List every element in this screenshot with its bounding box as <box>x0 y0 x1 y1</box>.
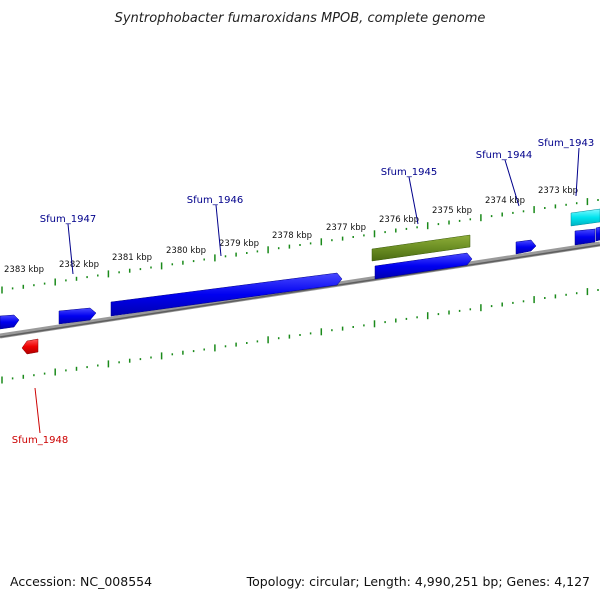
leader-line <box>34 387 41 434</box>
scale-track-lower <box>1 288 599 384</box>
gene-label-sfum-1948[interactable]: Sfum_1948 <box>12 435 68 446</box>
genome-backbone-shadow <box>0 244 600 338</box>
leader-line <box>504 159 520 207</box>
tick-label: 2375 kbp <box>432 206 472 216</box>
gene-feature-blue[interactable] <box>574 228 596 246</box>
gene-feature-blue[interactable] <box>374 252 473 280</box>
gene-label-sfum-1944[interactable]: Sfum_1944 <box>476 150 532 161</box>
accession-text: Accession: NC_008554 <box>10 574 152 589</box>
tick-label: 2379 kbp <box>219 239 259 249</box>
leader-line <box>408 176 419 225</box>
gene-labels: Sfum_1943 Sfum_1944 Sfum_1945 Sfum_1946 … <box>12 138 594 446</box>
tick-label: 2380 kbp <box>166 246 206 256</box>
gene-feature-sfum-1946[interactable] <box>110 272 343 317</box>
gene-feature-blue[interactable] <box>595 226 600 242</box>
tick-label: 2373 kbp <box>538 186 578 196</box>
gene-feature-sfum-1947[interactable] <box>58 307 97 325</box>
tick-label: 2377 kbp <box>326 223 366 233</box>
leader-line <box>215 204 222 257</box>
gene-features <box>0 208 600 355</box>
genome-summary-text: Topology: circular; Length: 4,990,251 bp… <box>246 574 590 589</box>
tick-label: 2381 kbp <box>112 253 152 263</box>
gene-label-sfum-1946[interactable]: Sfum_1946 <box>187 195 243 206</box>
tick-label: 2376 kbp <box>379 215 419 225</box>
gene-label-sfum-1943[interactable]: Sfum_1943 <box>538 138 594 149</box>
gene-feature-blue[interactable] <box>0 314 20 330</box>
leader-line <box>575 147 580 197</box>
gene-feature-sfum-1943[interactable] <box>570 208 600 227</box>
gene-label-sfum-1947[interactable]: Sfum_1947 <box>40 214 96 225</box>
tick-label: 2382 kbp <box>59 260 99 270</box>
tick-label: 2378 kbp <box>272 231 312 241</box>
gene-label-leaders <box>34 147 580 434</box>
leader-line <box>67 223 74 275</box>
tick-label: 2383 kbp <box>4 265 44 275</box>
tick-labels: 2383 kbp 2382 kbp 2381 kbp 2380 kbp 2379… <box>4 186 578 275</box>
gene-feature-sfum-1945[interactable] <box>371 234 471 262</box>
gene-feature-sfum-1944[interactable] <box>515 239 537 255</box>
scale-track-upper <box>1 198 599 294</box>
tick-label: 2374 kbp <box>485 196 525 206</box>
gene-feature-red[interactable] <box>21 338 39 355</box>
gene-label-sfum-1945[interactable]: Sfum_1945 <box>381 167 437 178</box>
map-title: Syntrophobacter fumaroxidans MPOB, compl… <box>115 11 486 26</box>
